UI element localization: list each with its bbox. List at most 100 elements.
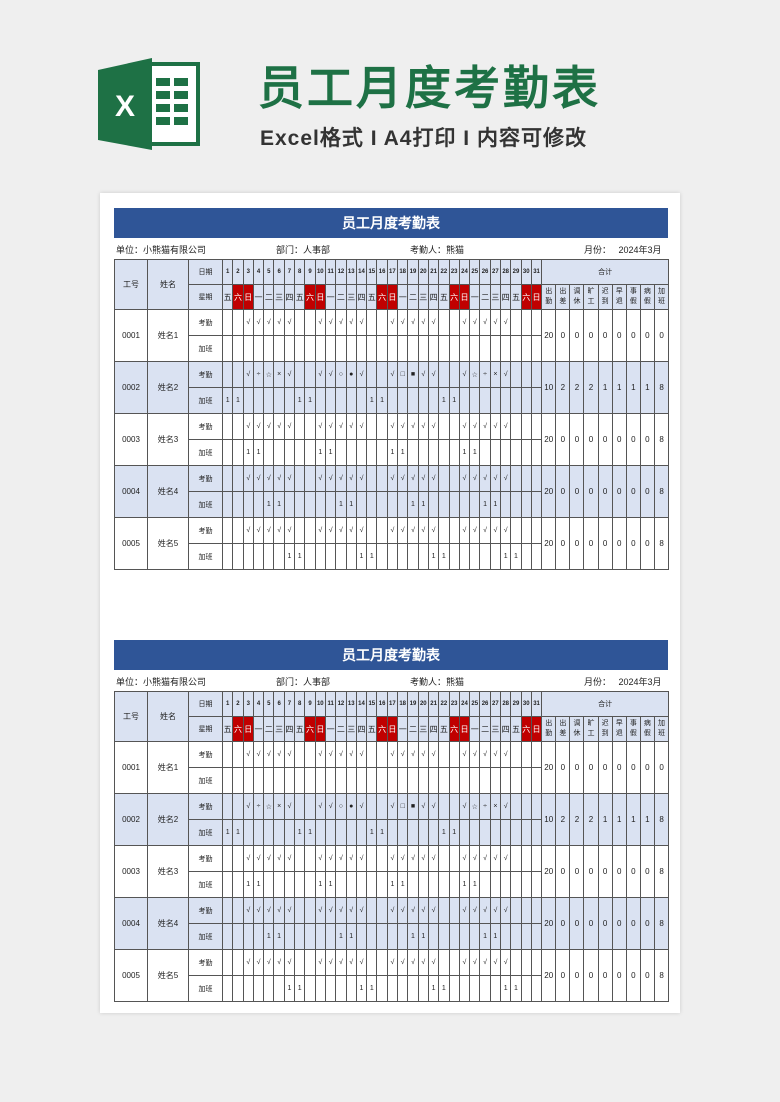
overtime-cell[interactable] bbox=[458, 387, 471, 414]
overtime-cell[interactable] bbox=[458, 491, 471, 518]
attendance-cell[interactable]: √ bbox=[252, 845, 265, 872]
overtime-cell[interactable] bbox=[314, 491, 326, 518]
overtime-cell[interactable] bbox=[355, 923, 368, 950]
overtime-cell[interactable] bbox=[283, 491, 296, 518]
overtime-cell[interactable]: 1 bbox=[417, 923, 429, 950]
overtime-cell[interactable] bbox=[263, 767, 275, 794]
attendance-cell[interactable]: √ bbox=[283, 949, 296, 976]
attendance-cell[interactable] bbox=[520, 413, 532, 440]
attendance-cell[interactable] bbox=[304, 741, 316, 768]
overtime-cell[interactable] bbox=[510, 819, 522, 846]
attendance-cell[interactable]: √ bbox=[386, 741, 399, 768]
overtime-cell[interactable] bbox=[469, 491, 481, 518]
overtime-cell[interactable]: 1 bbox=[263, 491, 275, 518]
overtime-cell[interactable] bbox=[304, 871, 316, 898]
attendance-cell[interactable]: √ bbox=[386, 465, 399, 492]
overtime-cell[interactable] bbox=[530, 819, 543, 846]
attendance-cell[interactable] bbox=[520, 517, 532, 544]
overtime-cell[interactable] bbox=[335, 439, 347, 466]
attendance-cell[interactable] bbox=[376, 949, 388, 976]
overtime-cell[interactable] bbox=[417, 767, 429, 794]
attendance-cell[interactable] bbox=[376, 793, 388, 820]
attendance-cell[interactable]: √ bbox=[283, 413, 296, 440]
attendance-cell[interactable] bbox=[294, 793, 306, 820]
attendance-cell[interactable] bbox=[448, 413, 460, 440]
attendance-cell[interactable] bbox=[448, 949, 460, 976]
overtime-cell[interactable] bbox=[417, 871, 429, 898]
overtime-cell[interactable]: 1 bbox=[469, 871, 481, 898]
overtime-cell[interactable] bbox=[510, 871, 522, 898]
overtime-cell[interactable]: 1 bbox=[232, 387, 244, 414]
attendance-cell[interactable]: √ bbox=[283, 517, 296, 544]
overtime-cell[interactable] bbox=[489, 387, 502, 414]
attendance-cell[interactable]: √ bbox=[417, 465, 429, 492]
attendance-cell[interactable] bbox=[376, 465, 388, 492]
overtime-cell[interactable] bbox=[530, 871, 543, 898]
attendance-cell[interactable] bbox=[520, 949, 532, 976]
overtime-cell[interactable]: 1 bbox=[263, 923, 275, 950]
attendance-cell[interactable] bbox=[510, 897, 522, 924]
overtime-cell[interactable] bbox=[273, 767, 285, 794]
attendance-cell[interactable]: √ bbox=[489, 949, 502, 976]
overtime-cell[interactable] bbox=[283, 767, 296, 794]
overtime-cell[interactable]: 1 bbox=[427, 543, 440, 570]
overtime-cell[interactable] bbox=[427, 335, 440, 362]
attendance-cell[interactable]: √ bbox=[407, 309, 419, 336]
overtime-cell[interactable] bbox=[304, 491, 316, 518]
overtime-cell[interactable]: 1 bbox=[304, 387, 316, 414]
attendance-cell[interactable]: √ bbox=[427, 517, 440, 544]
overtime-cell[interactable]: 1 bbox=[314, 439, 326, 466]
overtime-cell[interactable] bbox=[355, 491, 368, 518]
attendance-cell[interactable]: ☆ bbox=[469, 361, 481, 388]
overtime-cell[interactable] bbox=[427, 439, 440, 466]
overtime-cell[interactable] bbox=[386, 975, 399, 1002]
attendance-cell[interactable] bbox=[520, 361, 532, 388]
attendance-cell[interactable] bbox=[438, 897, 450, 924]
overtime-cell[interactable] bbox=[345, 387, 357, 414]
overtime-cell[interactable] bbox=[283, 387, 296, 414]
overtime-cell[interactable] bbox=[345, 439, 357, 466]
overtime-cell[interactable] bbox=[386, 491, 399, 518]
overtime-cell[interactable] bbox=[366, 491, 378, 518]
overtime-cell[interactable] bbox=[397, 387, 409, 414]
attendance-cell[interactable]: √ bbox=[500, 845, 512, 872]
overtime-cell[interactable] bbox=[427, 871, 440, 898]
attendance-cell[interactable]: √ bbox=[324, 309, 337, 336]
overtime-cell[interactable] bbox=[273, 335, 285, 362]
overtime-cell[interactable] bbox=[314, 923, 326, 950]
overtime-cell[interactable] bbox=[294, 335, 306, 362]
attendance-cell[interactable]: √ bbox=[500, 309, 512, 336]
attendance-cell[interactable]: × bbox=[489, 361, 502, 388]
attendance-cell[interactable] bbox=[438, 741, 450, 768]
overtime-cell[interactable] bbox=[294, 767, 306, 794]
attendance-cell[interactable] bbox=[304, 897, 316, 924]
attendance-cell[interactable]: √ bbox=[397, 465, 409, 492]
attendance-cell[interactable]: √ bbox=[345, 465, 357, 492]
attendance-cell[interactable]: √ bbox=[314, 949, 326, 976]
attendance-cell[interactable] bbox=[232, 949, 244, 976]
attendance-cell[interactable]: √ bbox=[489, 741, 502, 768]
overtime-cell[interactable]: 1 bbox=[417, 491, 429, 518]
overtime-cell[interactable] bbox=[520, 975, 532, 1002]
overtime-cell[interactable]: 1 bbox=[479, 923, 491, 950]
overtime-cell[interactable]: 1 bbox=[294, 387, 306, 414]
overtime-cell[interactable] bbox=[221, 923, 234, 950]
attendance-cell[interactable] bbox=[294, 413, 306, 440]
overtime-cell[interactable] bbox=[263, 335, 275, 362]
overtime-cell[interactable] bbox=[438, 923, 450, 950]
overtime-cell[interactable] bbox=[232, 923, 244, 950]
overtime-cell[interactable] bbox=[448, 871, 460, 898]
overtime-cell[interactable]: 1 bbox=[335, 491, 347, 518]
attendance-cell[interactable] bbox=[376, 517, 388, 544]
overtime-cell[interactable]: 1 bbox=[438, 975, 450, 1002]
overtime-cell[interactable] bbox=[345, 335, 357, 362]
overtime-cell[interactable] bbox=[294, 871, 306, 898]
overtime-cell[interactable] bbox=[520, 819, 532, 846]
attendance-cell[interactable]: √ bbox=[479, 949, 491, 976]
attendance-cell[interactable]: √ bbox=[417, 309, 429, 336]
attendance-cell[interactable]: √ bbox=[335, 413, 347, 440]
overtime-cell[interactable] bbox=[376, 767, 388, 794]
attendance-cell[interactable]: √ bbox=[500, 897, 512, 924]
attendance-cell[interactable]: √ bbox=[242, 517, 254, 544]
attendance-cell[interactable]: √ bbox=[427, 413, 440, 440]
